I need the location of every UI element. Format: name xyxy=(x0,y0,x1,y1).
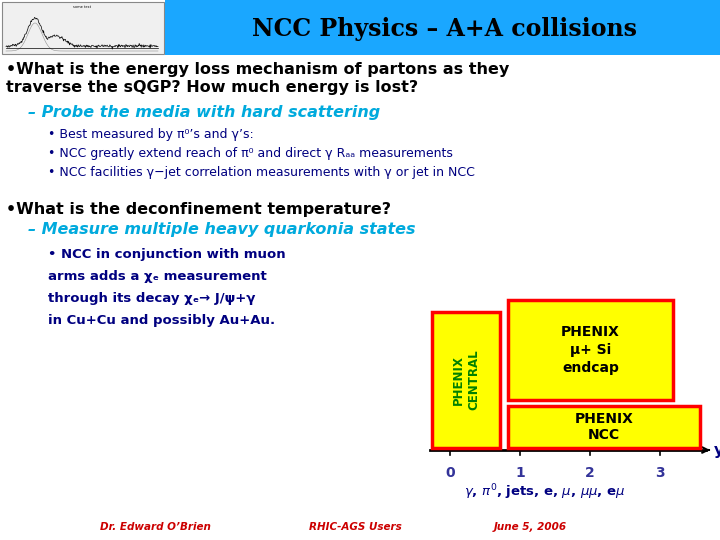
FancyBboxPatch shape xyxy=(508,406,700,448)
Text: $\gamma$, $\pi^0$, jets, e, $\mu$, $\mu\mu$, e$\mu$: $\gamma$, $\pi^0$, jets, e, $\mu$, $\mu\… xyxy=(464,482,626,502)
Text: Dr. Edward O’Brien: Dr. Edward O’Brien xyxy=(99,522,210,532)
Text: 1: 1 xyxy=(515,466,525,480)
Text: • NCC greatly extend reach of π⁰ and direct γ Rₐₐ measurements: • NCC greatly extend reach of π⁰ and dir… xyxy=(48,147,453,160)
Bar xyxy=(2,2,164,54)
Text: through its decay χₑ→ J/ψ+γ: through its decay χₑ→ J/ψ+γ xyxy=(48,292,256,305)
Text: – Measure multiple heavy quarkonia states: – Measure multiple heavy quarkonia state… xyxy=(28,222,415,237)
Text: 2: 2 xyxy=(585,466,595,480)
Text: • NCC facilities γ−jet correlation measurements with γ or jet in NCC: • NCC facilities γ−jet correlation measu… xyxy=(48,166,475,179)
Bar xyxy=(165,0,720,55)
Text: traverse the sQGP? How much energy is lost?: traverse the sQGP? How much energy is lo… xyxy=(6,80,418,95)
FancyBboxPatch shape xyxy=(432,312,500,448)
Text: • NCC in conjunction with muon: • NCC in conjunction with muon xyxy=(48,248,286,261)
Text: RHIC-AGS Users: RHIC-AGS Users xyxy=(309,522,401,532)
Text: June 5, 2006: June 5, 2006 xyxy=(493,522,567,532)
Text: PHENIX
NCC: PHENIX NCC xyxy=(575,412,634,442)
Text: 0: 0 xyxy=(445,466,455,480)
Text: • Best measured by π⁰’s and γ’s:: • Best measured by π⁰’s and γ’s: xyxy=(48,128,253,141)
Text: some text: some text xyxy=(73,5,91,9)
FancyBboxPatch shape xyxy=(508,300,673,400)
Text: NCC Physics – A+A collisions: NCC Physics – A+A collisions xyxy=(253,17,637,41)
Text: arms adds a χₑ measurement: arms adds a χₑ measurement xyxy=(48,270,266,283)
Text: •What is the energy loss mechanism of partons as they: •What is the energy loss mechanism of pa… xyxy=(6,62,509,77)
Text: – Probe the media with hard scattering: – Probe the media with hard scattering xyxy=(28,105,380,120)
Text: 3: 3 xyxy=(655,466,665,480)
Text: PHENIX
CENTRAL: PHENIX CENTRAL xyxy=(451,350,480,410)
Text: y: y xyxy=(714,443,720,458)
Text: PHENIX
μ+ Si
endcap: PHENIX μ+ Si endcap xyxy=(561,325,620,375)
Text: •What is the deconfinement temperature?: •What is the deconfinement temperature? xyxy=(6,202,391,217)
Text: in Cu+Cu and possibly Au+Au.: in Cu+Cu and possibly Au+Au. xyxy=(48,314,275,327)
